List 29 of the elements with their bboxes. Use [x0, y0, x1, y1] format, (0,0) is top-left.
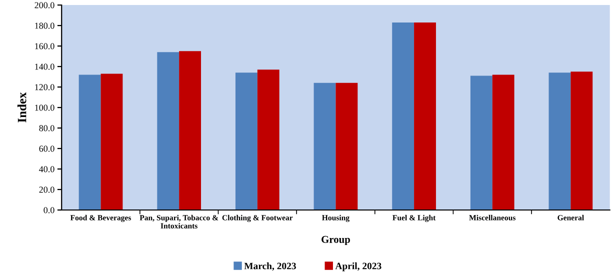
y-tick-label: 100.0 [35, 104, 54, 111]
y-tick-label: 140.0 [35, 64, 54, 70]
bar [336, 82, 358, 210]
bar [157, 52, 180, 210]
y-tick-label: 200.0 [34, 2, 54, 8]
bar [78, 74, 101, 210]
y-tick-label: 20.0 [39, 186, 54, 193]
y-tick-label: 40.0 [39, 166, 54, 172]
bar [492, 74, 514, 210]
bar [100, 74, 123, 210]
bar [235, 72, 258, 210]
bar [470, 76, 492, 210]
bar [392, 22, 414, 210]
y-tick-label: 160.0 [35, 43, 54, 50]
bar [179, 51, 202, 210]
y-tick-label: 120.0 [35, 84, 54, 90]
y-tick-label: 0.0 [44, 207, 54, 214]
legend-label: April, 2023 [335, 262, 382, 272]
bar [548, 72, 571, 210]
bar [414, 22, 436, 210]
bar [570, 72, 593, 210]
legend-label: March, 2023 [244, 262, 296, 271]
y-tick-label: 180.0 [35, 22, 54, 29]
bar [257, 70, 280, 210]
x-axis-title: Group [322, 236, 350, 246]
y-tick-label: 60.0 [39, 146, 54, 152]
y-axis-title: Index [17, 92, 26, 122]
bar [314, 82, 336, 210]
y-tick-label: 80.0 [39, 125, 54, 132]
